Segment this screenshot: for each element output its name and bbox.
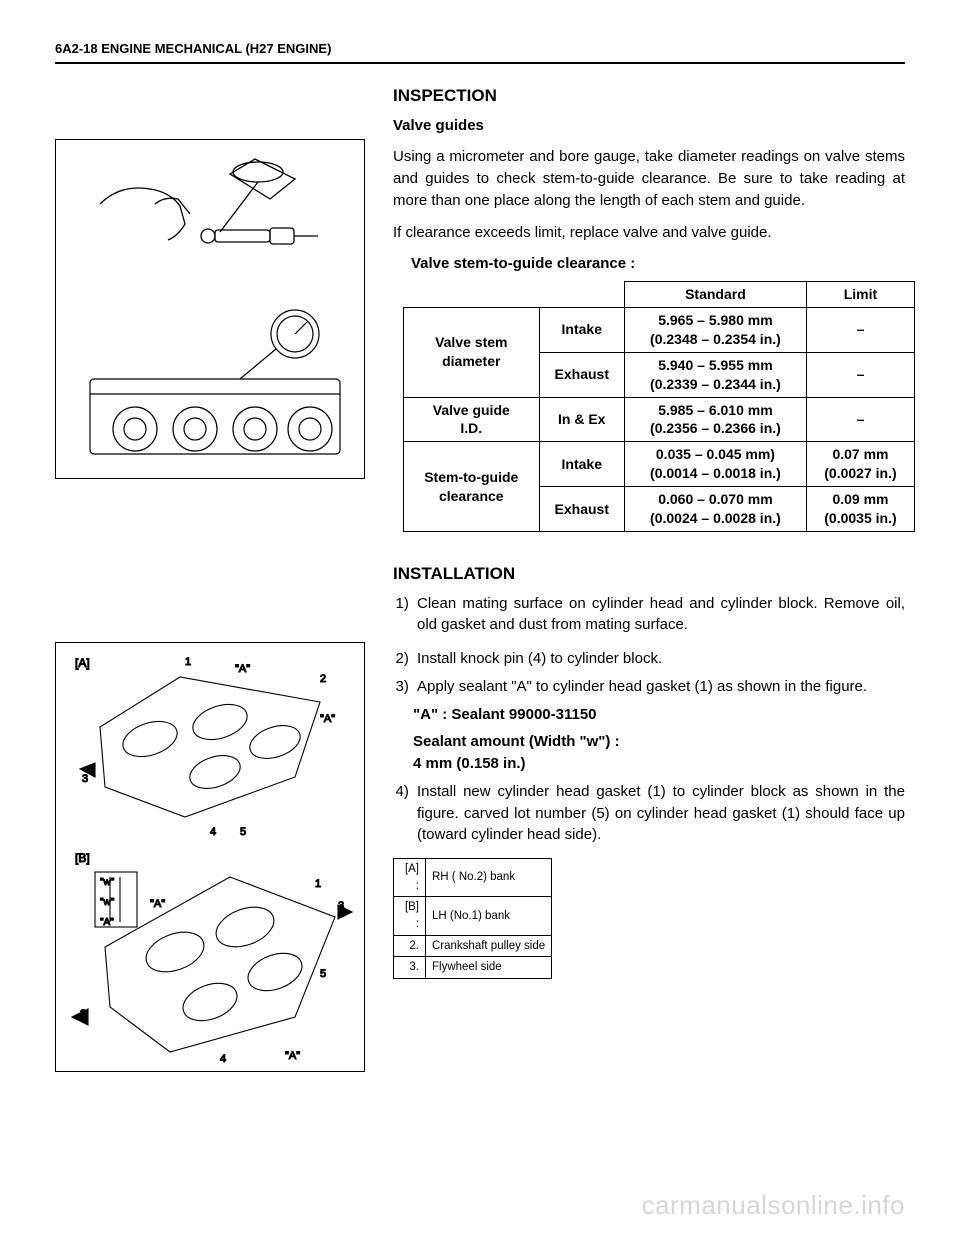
gasket-illustration: [A] 1 2 "A" "A" 3 4 5 <box>60 647 360 1067</box>
install-steps-4: Install new cylinder head gasket (1) to … <box>393 781 905 846</box>
step-2: Install knock pin (4) to cylinder block. <box>413 648 905 670</box>
step-4: Install new cylinder head gasket (1) to … <box>413 781 905 846</box>
row-l-4: 0.09 mm(0.0035 in.) <box>806 487 914 532</box>
row-t-4: Exhaust <box>539 487 624 532</box>
spec-label: Valve stem-to-guide clearance : <box>411 253 905 275</box>
svg-text:1: 1 <box>315 878 321 890</box>
svg-text:"A": "A" <box>150 898 165 910</box>
step-1: Clean mating surface on cylinder head an… <box>413 593 905 637</box>
header-text: 6A2-18 ENGINE MECHANICAL (H27 ENGINE) <box>55 41 331 56</box>
svg-text:1: 1 <box>185 656 191 668</box>
inspection-title: INSPECTION <box>393 84 905 109</box>
svg-text:4: 4 <box>220 1053 226 1065</box>
svg-text:"A": "A" <box>320 713 335 725</box>
row-s-4: 0.060 – 0.070 mm(0.0024 – 0.0028 in.) <box>624 487 806 532</box>
sealant-w: Sealant amount (Width "w") : 4 mm (0.158… <box>413 731 905 775</box>
row-t-0: Intake <box>539 308 624 353</box>
leg-k-3: 3. <box>394 957 426 979</box>
th-standard: Standard <box>624 282 806 308</box>
row-l-0: – <box>806 308 914 353</box>
svg-text:5: 5 <box>240 826 246 838</box>
svg-text:5: 5 <box>320 968 326 980</box>
step-3: Apply sealant "A" to cylinder head gaske… <box>413 676 905 698</box>
figure-head-gasket: [A] 1 2 "A" "A" 3 4 5 <box>55 642 365 1072</box>
row-l-2: – <box>806 397 914 442</box>
row-g-3: Stem-to-guideclearance <box>404 442 540 532</box>
svg-text:"w": "w" <box>100 897 115 908</box>
inspection-p2: If clearance exceeds limit, replace valv… <box>393 222 905 244</box>
installation-title: INSTALLATION <box>393 562 905 587</box>
row-s-2: 5.985 – 6.010 mm(0.2356 – 0.2366 in.) <box>624 397 806 442</box>
svg-text:"w": "w" <box>100 877 115 888</box>
leg-v-1: LH (No.1) bank <box>426 897 552 935</box>
row-s-1: 5.940 – 5.955 mm(0.2339 – 0.2344 in.) <box>624 352 806 397</box>
row-l-1: – <box>806 352 914 397</box>
row-g-2: Valve guideI.D. <box>404 397 540 442</box>
row-t-1: Exhaust <box>539 352 624 397</box>
row-t-2: In & Ex <box>539 397 624 442</box>
leg-v-0: RH ( No.2) bank <box>426 859 552 897</box>
micrometer-illustration <box>60 144 360 474</box>
svg-text:4: 4 <box>210 826 216 838</box>
th-limit: Limit <box>806 282 914 308</box>
leg-v-2: Crankshaft pulley side <box>426 935 552 957</box>
page-header: 6A2-18 ENGINE MECHANICAL (H27 ENGINE) <box>55 40 905 64</box>
row-s-0: 5.965 – 5.980 mm(0.2348 – 0.2354 in.) <box>624 308 806 353</box>
svg-text:"A": "A" <box>285 1050 300 1062</box>
svg-text:"A": "A" <box>235 663 250 675</box>
svg-text:"A": "A" <box>100 917 114 928</box>
figure-micrometer-bore-gauge <box>55 139 365 479</box>
svg-text:2: 2 <box>320 673 326 685</box>
install-steps-top: Clean mating surface on cylinder head an… <box>393 593 905 637</box>
svg-text:[A]: [A] <box>75 656 90 670</box>
leg-k-0: [A] : <box>394 859 426 897</box>
row-t-3: Intake <box>539 442 624 487</box>
svg-text:3: 3 <box>82 773 88 785</box>
leg-k-1: [B] : <box>394 897 426 935</box>
install-steps-rest: Install knock pin (4) to cylinder block.… <box>393 648 905 698</box>
inspection-p1: Using a micrometer and bore gauge, take … <box>393 146 905 211</box>
leg-v-3: Flywheel side <box>426 957 552 979</box>
watermark: carmanualsonline.info <box>642 1190 905 1221</box>
svg-text:[B]: [B] <box>75 851 90 865</box>
row-l-3: 0.07 mm(0.0027 in.) <box>806 442 914 487</box>
leg-k-2: 2. <box>394 935 426 957</box>
sealant-a: "A" : Sealant 99000-31150 <box>413 704 905 726</box>
row-g-0: Valve stemdiameter <box>404 308 540 398</box>
valve-clearance-table: Standard Limit Valve stemdiameter Intake… <box>403 281 915 532</box>
row-s-3: 0.035 – 0.045 mm)(0.0014 – 0.0018 in.) <box>624 442 806 487</box>
valve-guides-subtitle: Valve guides <box>393 115 905 137</box>
legend-table: [A] :RH ( No.2) bank [B] :LH (No.1) bank… <box>393 858 552 979</box>
